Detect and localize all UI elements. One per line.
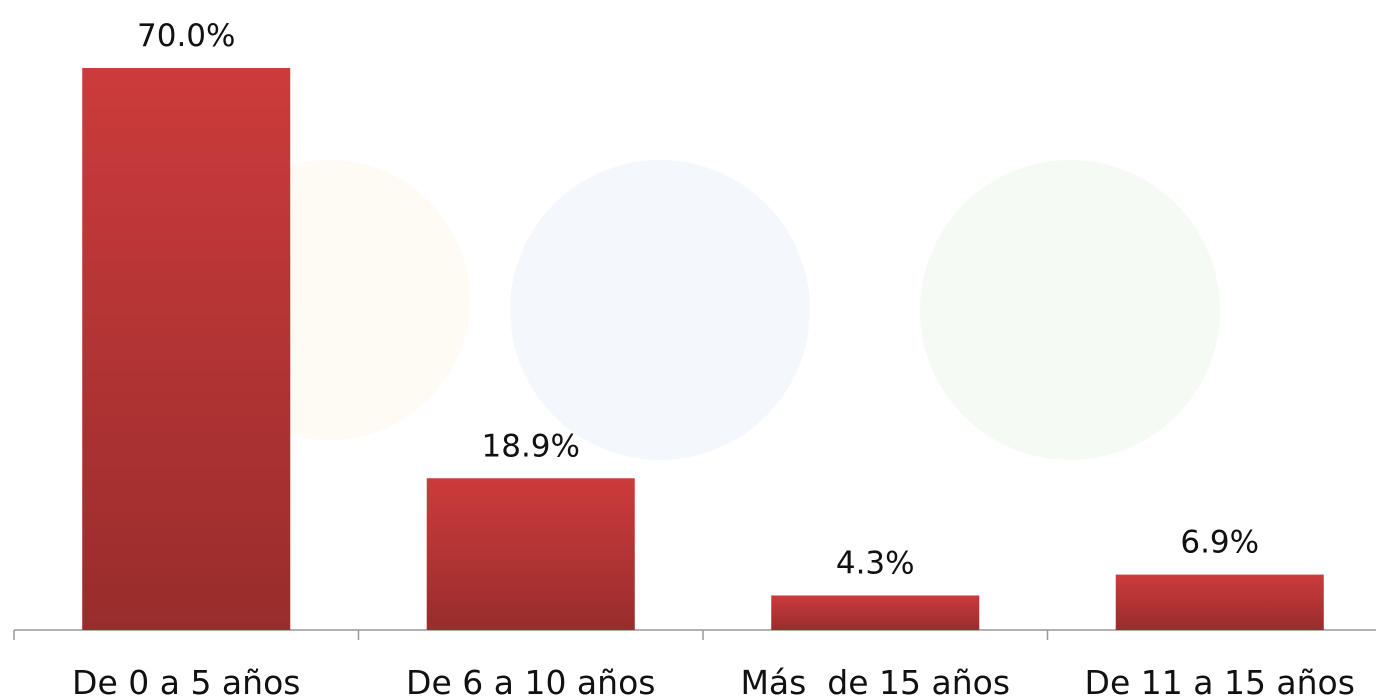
bar-shade: [771, 595, 980, 630]
value-label: 6.9%: [1180, 525, 1259, 561]
bar-shade: [82, 68, 291, 630]
x-tick-label: De 11 a 15 años: [1085, 663, 1355, 699]
value-label: 4.3%: [836, 545, 915, 581]
bar-shade: [426, 478, 635, 630]
x-tick-label: De 0 a 5 años: [72, 663, 300, 699]
x-tick-label: Más de 15 años: [740, 663, 1010, 699]
value-label: 18.9%: [482, 428, 580, 464]
x-tick-label: De 6 a 10 años: [406, 663, 655, 699]
bar-shade: [1115, 574, 1324, 630]
watermark: [190, 160, 1220, 460]
value-label: 70.0%: [137, 18, 235, 54]
